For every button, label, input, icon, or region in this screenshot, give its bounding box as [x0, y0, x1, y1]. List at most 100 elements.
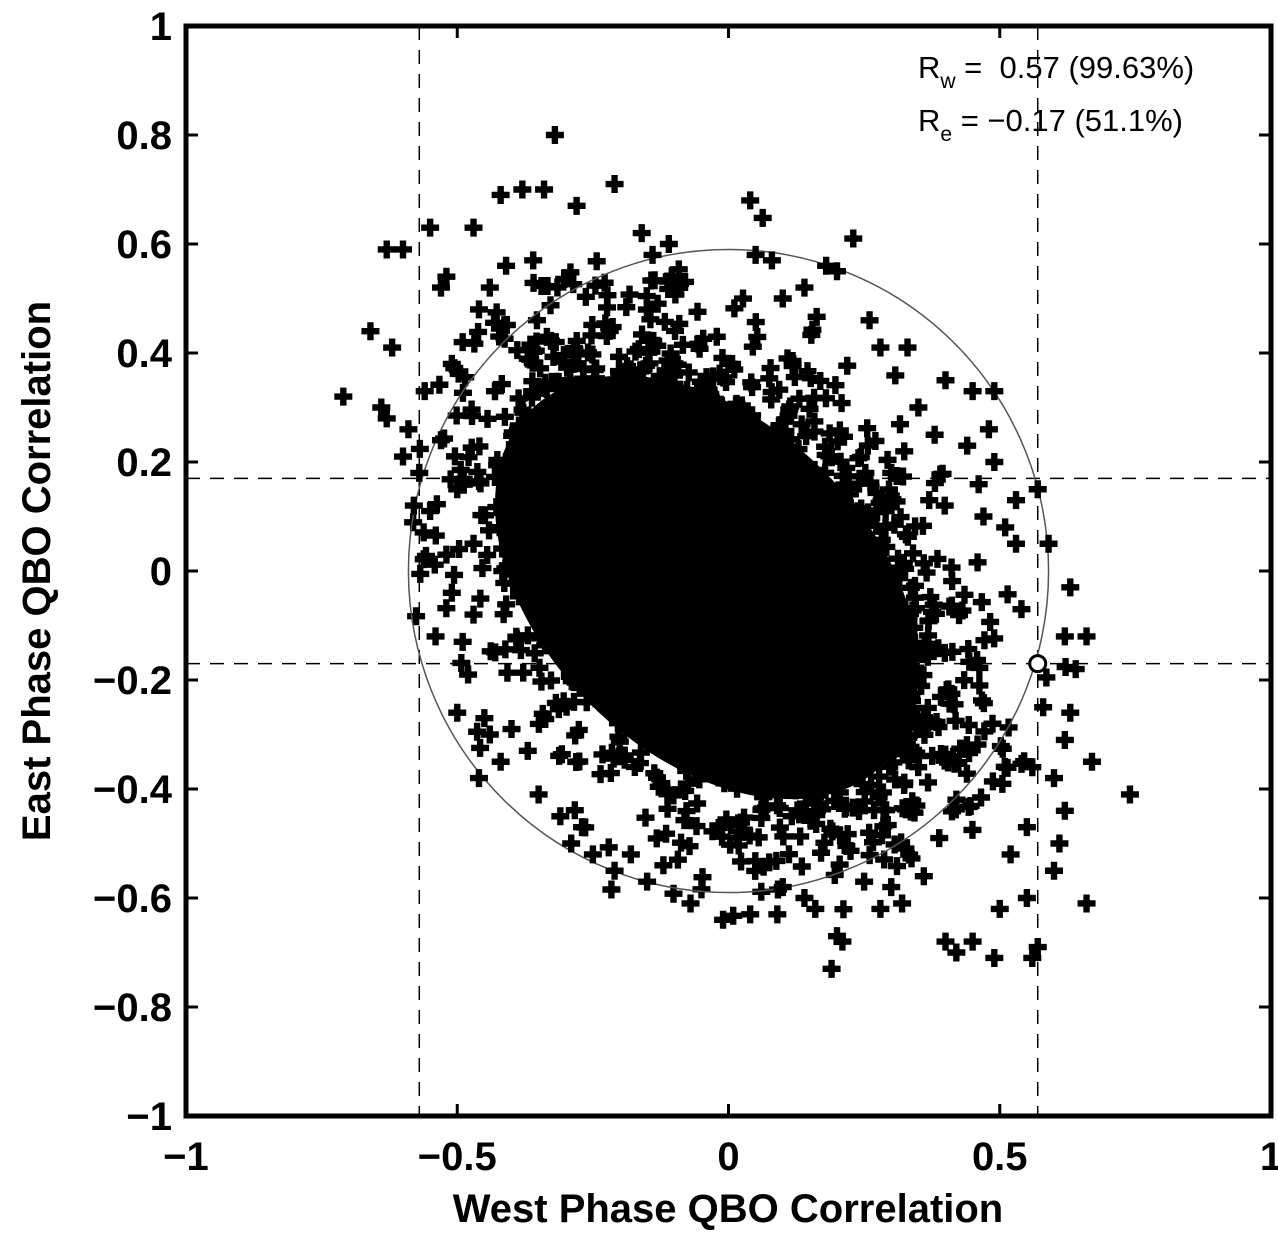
data-point-84 [795, 278, 814, 297]
data-point-70 [1039, 534, 1058, 553]
data-point-69 [1077, 894, 1096, 913]
data-point-99 [524, 251, 543, 270]
data-point-29 [453, 632, 472, 651]
y-tick-label-10: −1 [126, 1095, 172, 1139]
data-point-14 [394, 240, 412, 259]
data-point-107 [431, 431, 450, 450]
data-point-17 [431, 278, 450, 297]
data-point-60 [1045, 769, 1063, 788]
data-point-10 [659, 235, 678, 253]
axis-ticks: −1 −0.5 0 0.5 1 1 0.8 0.6 0.4 0.2 0 −0.2 −0.4 −0.6 −0.… [93, 5, 1278, 1179]
annotation-re: Re = −0.17 (51.1%) [918, 103, 1183, 146]
data-point-96 [914, 867, 933, 886]
x-tick-label-3: 0.5 [972, 1135, 1028, 1179]
data-point-13 [421, 218, 440, 237]
data-point-83 [817, 256, 836, 275]
annotation-rw-value: = 0.57 (99.63%) [956, 50, 1195, 85]
data-point-38 [583, 845, 602, 864]
data-point-116 [621, 845, 640, 864]
data-point-20 [372, 398, 391, 417]
data-point-120 [920, 491, 939, 510]
data-point-28 [426, 627, 445, 646]
data-point-62 [1061, 703, 1080, 722]
data-point-114 [518, 741, 537, 760]
data-point-23 [399, 420, 418, 439]
data-point-18 [361, 322, 380, 341]
data-point-0 [545, 126, 564, 144]
y-axis-label: East Phase QBO Correlation [15, 301, 59, 841]
data-point-27 [437, 545, 456, 564]
data-point-74 [985, 453, 1004, 471]
data-point-65 [1061, 578, 1080, 597]
data-point-19 [383, 338, 402, 357]
data-point-8 [844, 229, 863, 248]
data-point-78 [936, 371, 955, 390]
data-point-35 [529, 785, 548, 804]
point-cloud-core [494, 375, 919, 800]
x-tick-label-2: 0 [717, 1135, 739, 1179]
data-point-73 [1012, 600, 1031, 619]
data-point-36 [551, 807, 570, 826]
data-point-109 [464, 534, 483, 553]
data-point-42 [714, 910, 733, 929]
data-point-92 [974, 507, 993, 526]
data-point-55 [1023, 948, 1042, 967]
x-tick-label-1: −0.5 [418, 1135, 497, 1179]
data-point-105 [415, 382, 434, 401]
data-point-71 [1028, 480, 1047, 499]
annotation-re-sub: e [940, 123, 952, 146]
data-point-58 [1050, 834, 1069, 853]
data-point-106 [410, 463, 429, 482]
data-point-59 [1055, 801, 1074, 820]
data-point-57 [1045, 861, 1063, 880]
data-point-79 [898, 338, 917, 357]
data-point-22 [334, 387, 353, 406]
data-point-112 [469, 769, 488, 788]
y-tick-label-0: 1 [150, 5, 172, 49]
data-point-52 [947, 943, 966, 962]
data-point-104 [442, 354, 461, 373]
data-point-98 [855, 872, 874, 891]
data-point-110 [442, 583, 461, 602]
data-point-81 [860, 311, 879, 330]
data-point-75 [979, 420, 998, 439]
data-point-77 [963, 382, 982, 401]
data-point-4 [491, 185, 510, 204]
x-tick-label-4: 1 [1260, 1135, 1278, 1179]
data-point-102 [469, 300, 488, 319]
data-point-48 [822, 959, 841, 978]
data-point-49 [871, 899, 890, 918]
data-point-25 [404, 496, 423, 515]
data-point-53 [963, 932, 982, 951]
data-point-95 [990, 899, 1009, 918]
data-point-31 [448, 703, 467, 722]
data-point-40 [638, 872, 657, 891]
data-point-6 [632, 224, 651, 243]
data-point-122 [1034, 698, 1053, 717]
data-point-9 [643, 245, 662, 264]
data-point-21 [377, 409, 396, 428]
data-point-101 [497, 256, 516, 275]
y-tick-label-9: −0.8 [93, 986, 172, 1030]
data-point-63 [1066, 660, 1085, 679]
y-tick-label-3: 0.4 [116, 332, 172, 376]
scatter-points [334, 126, 1139, 978]
data-point-118 [773, 878, 792, 897]
data-point-121 [882, 463, 901, 482]
data-point-32 [475, 709, 494, 728]
reference-lines [186, 26, 1271, 1116]
data-point-90 [996, 518, 1015, 537]
data-point-86 [762, 251, 781, 270]
data-point-64 [1055, 627, 1074, 646]
data-point-97 [882, 878, 901, 897]
data-point-43 [741, 905, 760, 924]
data-point-115 [573, 818, 592, 837]
data-point-47 [833, 932, 852, 951]
data-point-91 [1007, 491, 1026, 510]
data-point-113 [502, 720, 521, 739]
data-point-100 [480, 278, 499, 297]
data-point-46 [828, 927, 846, 946]
data-point-56 [1028, 938, 1047, 957]
data-point-119 [795, 889, 814, 907]
